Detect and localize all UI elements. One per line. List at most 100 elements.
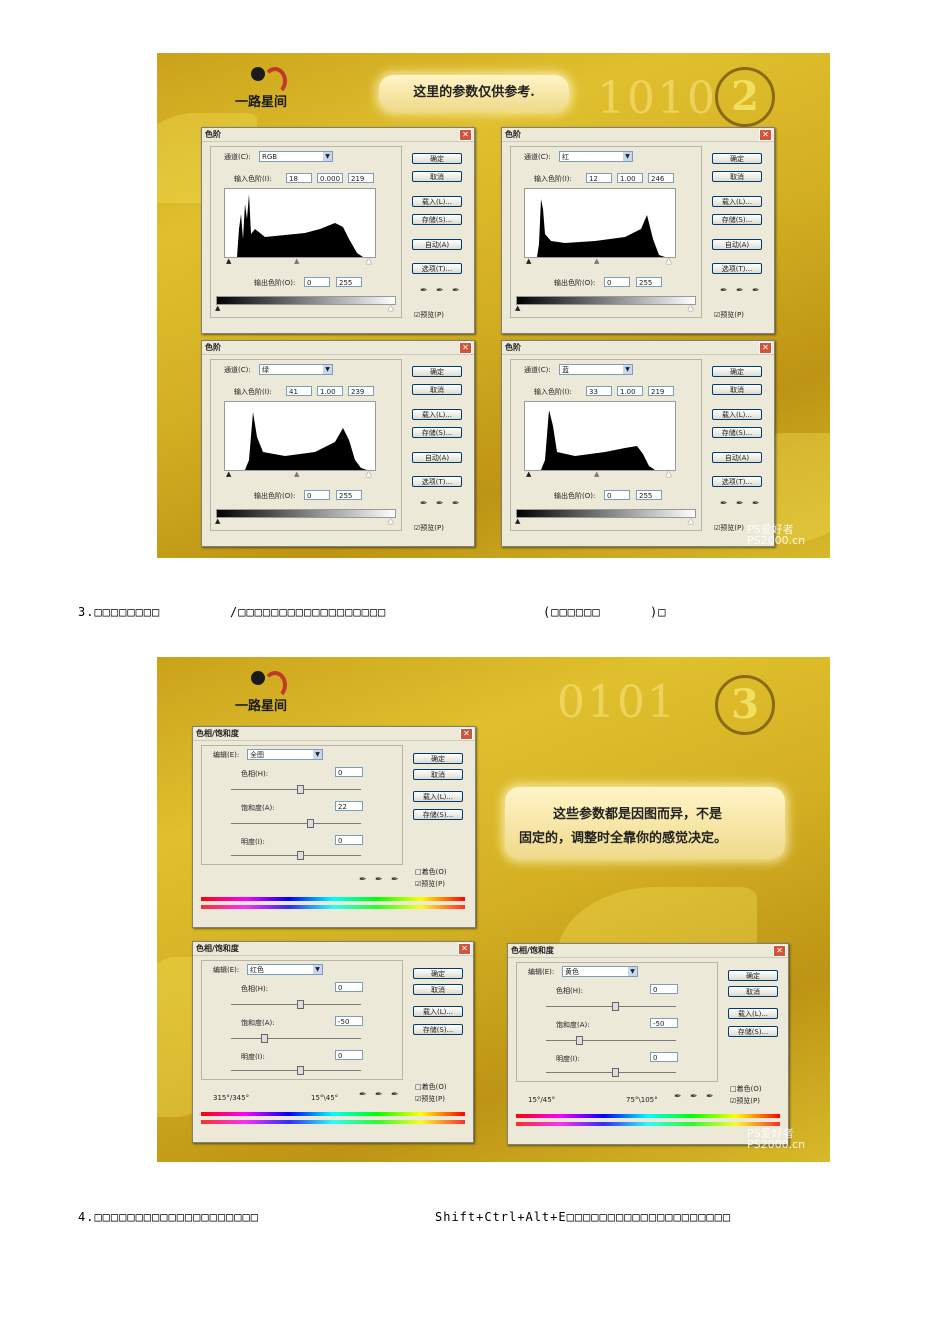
hue-slider-thumb[interactable] — [297, 785, 304, 794]
cancel-button[interactable]: 取消 — [412, 384, 462, 395]
saturation-slider-track[interactable] — [231, 1038, 361, 1039]
white-eyedropper-icon[interactable]: ✒ — [452, 286, 460, 296]
input-gamma-field[interactable]: 1.00 — [617, 173, 643, 183]
close-icon[interactable]: ✕ — [773, 945, 786, 957]
options-button[interactable]: 选项(T)... — [712, 263, 762, 274]
hue-field[interactable]: 0 — [335, 767, 363, 777]
preview-checkbox[interactable]: ☑预览(P) — [714, 311, 744, 319]
ok-button[interactable]: 确定 — [712, 153, 762, 164]
preview-checkbox[interactable]: ☑预览(P) — [714, 524, 744, 532]
white-eyedropper-icon[interactable]: ✒ — [452, 499, 460, 509]
load-button[interactable]: 载入(L)... — [712, 409, 762, 420]
input-white-field[interactable]: 219 — [348, 173, 374, 183]
saturation-slider-track[interactable] — [231, 823, 361, 824]
cancel-button[interactable]: 取消 — [413, 769, 463, 780]
load-button[interactable]: 载入(L)... — [412, 409, 462, 420]
lightness-field[interactable]: 0 — [335, 835, 363, 845]
hue-slider-track[interactable] — [231, 1004, 361, 1005]
channel-select[interactable]: 绿 ▼ — [259, 364, 333, 375]
output-white-slider[interactable]: ▲ — [388, 304, 394, 312]
cancel-button[interactable]: 取消 — [728, 986, 778, 997]
gray-eyedropper-icon[interactable]: ✒ — [736, 499, 744, 509]
white-eyedropper-icon[interactable]: ✒ — [752, 286, 760, 296]
lightness-field[interactable]: 0 — [335, 1050, 363, 1060]
output-black-slider[interactable]: ▲ — [215, 517, 221, 525]
output-black-field[interactable]: 0 — [304, 490, 330, 500]
lightness-slider-track[interactable] — [546, 1072, 676, 1073]
black-point-slider[interactable]: ▲ — [526, 257, 532, 265]
black-eyedropper-icon[interactable]: ✒ — [420, 499, 428, 509]
output-white-slider[interactable]: ▲ — [688, 517, 694, 525]
white-point-slider[interactable]: ▲ — [666, 257, 672, 265]
auto-button[interactable]: 自动(A) — [412, 239, 462, 250]
options-button[interactable]: 选项(T)... — [712, 476, 762, 487]
add-eyedropper-icon[interactable]: ✒ — [690, 1092, 698, 1102]
gamma-slider[interactable]: ▲ — [294, 257, 300, 265]
close-icon[interactable]: ✕ — [759, 342, 772, 354]
input-black-field[interactable]: 12 — [586, 173, 612, 183]
close-icon[interactable]: ✕ — [460, 728, 473, 740]
black-point-slider[interactable]: ▲ — [226, 257, 232, 265]
input-black-field[interactable]: 33 — [586, 386, 612, 396]
ok-button[interactable]: 确定 — [413, 753, 463, 764]
subtract-eyedropper-icon[interactable]: ✒ — [391, 875, 399, 885]
output-black-field[interactable]: 0 — [304, 277, 330, 287]
add-eyedropper-icon[interactable]: ✒ — [375, 875, 383, 885]
black-point-slider[interactable]: ▲ — [226, 470, 232, 478]
black-point-slider[interactable]: ▲ — [526, 470, 532, 478]
load-button[interactable]: 载入(L)... — [712, 196, 762, 207]
input-white-field[interactable]: 239 — [348, 386, 374, 396]
white-eyedropper-icon[interactable]: ✒ — [752, 499, 760, 509]
colorize-checkbox[interactable]: □着色(O) — [730, 1085, 762, 1093]
gamma-slider[interactable]: ▲ — [594, 470, 600, 478]
save-button[interactable]: 存储(S)... — [413, 1024, 463, 1035]
lightness-slider-track[interactable] — [231, 1070, 361, 1071]
black-eyedropper-icon[interactable]: ✒ — [720, 286, 728, 296]
lightness-slider-thumb[interactable] — [612, 1068, 619, 1077]
white-point-slider[interactable]: ▲ — [366, 470, 372, 478]
close-icon[interactable]: ✕ — [459, 342, 472, 354]
save-button[interactable]: 存储(S)... — [412, 214, 462, 225]
gray-eyedropper-icon[interactable]: ✒ — [736, 286, 744, 296]
input-black-field[interactable]: 18 — [286, 173, 312, 183]
load-button[interactable]: 载入(L)... — [728, 1008, 778, 1019]
black-eyedropper-icon[interactable]: ✒ — [420, 286, 428, 296]
output-black-slider[interactable]: ▲ — [515, 517, 521, 525]
eyedropper-icon[interactable]: ✒ — [359, 875, 367, 885]
save-button[interactable]: 存储(S)... — [712, 427, 762, 438]
lightness-slider-thumb[interactable] — [297, 1066, 304, 1075]
options-button[interactable]: 选项(T)... — [412, 476, 462, 487]
output-black-slider[interactable]: ▲ — [215, 304, 221, 312]
output-white-field[interactable]: 255 — [336, 277, 362, 287]
close-icon[interactable]: ✕ — [759, 129, 772, 141]
load-button[interactable]: 载入(L)... — [413, 791, 463, 802]
channel-select[interactable]: 蓝 ▼ — [559, 364, 633, 375]
output-white-slider[interactable]: ▲ — [388, 517, 394, 525]
auto-button[interactable]: 自动(A) — [712, 239, 762, 250]
hue-slider-thumb[interactable] — [612, 1002, 619, 1011]
white-point-slider[interactable]: ▲ — [666, 470, 672, 478]
lightness-slider-track[interactable] — [231, 855, 361, 856]
auto-button[interactable]: 自动(A) — [412, 452, 462, 463]
cancel-button[interactable]: 取消 — [712, 384, 762, 395]
edit-select[interactable]: 黄色 ▼ — [562, 966, 638, 977]
edit-select[interactable]: 全图 ▼ — [247, 749, 323, 760]
saturation-slider-thumb[interactable] — [260, 1034, 268, 1043]
channel-select[interactable]: RGB ▼ — [259, 151, 333, 162]
saturation-field[interactable]: -50 — [650, 1018, 678, 1028]
input-white-field[interactable]: 246 — [648, 173, 674, 183]
output-black-field[interactable]: 0 — [604, 277, 630, 287]
preview-checkbox[interactable]: ☑预览(P) — [415, 880, 445, 888]
ok-button[interactable]: 确定 — [413, 968, 463, 979]
gamma-slider[interactable]: ▲ — [294, 470, 300, 478]
save-button[interactable]: 存储(S)... — [412, 427, 462, 438]
saturation-slider-thumb[interactable] — [307, 819, 315, 828]
hue-slider-track[interactable] — [546, 1006, 676, 1007]
preview-checkbox[interactable]: ☑预览(P) — [730, 1097, 760, 1105]
saturation-slider-track[interactable] — [546, 1040, 676, 1041]
colorize-checkbox[interactable]: □着色(O) — [415, 1083, 447, 1091]
output-black-field[interactable]: 0 — [604, 490, 630, 500]
input-gamma-field[interactable]: 0.000 — [317, 173, 343, 183]
preview-checkbox[interactable]: ☑预览(P) — [414, 524, 444, 532]
hue-slider-track[interactable] — [231, 789, 361, 790]
